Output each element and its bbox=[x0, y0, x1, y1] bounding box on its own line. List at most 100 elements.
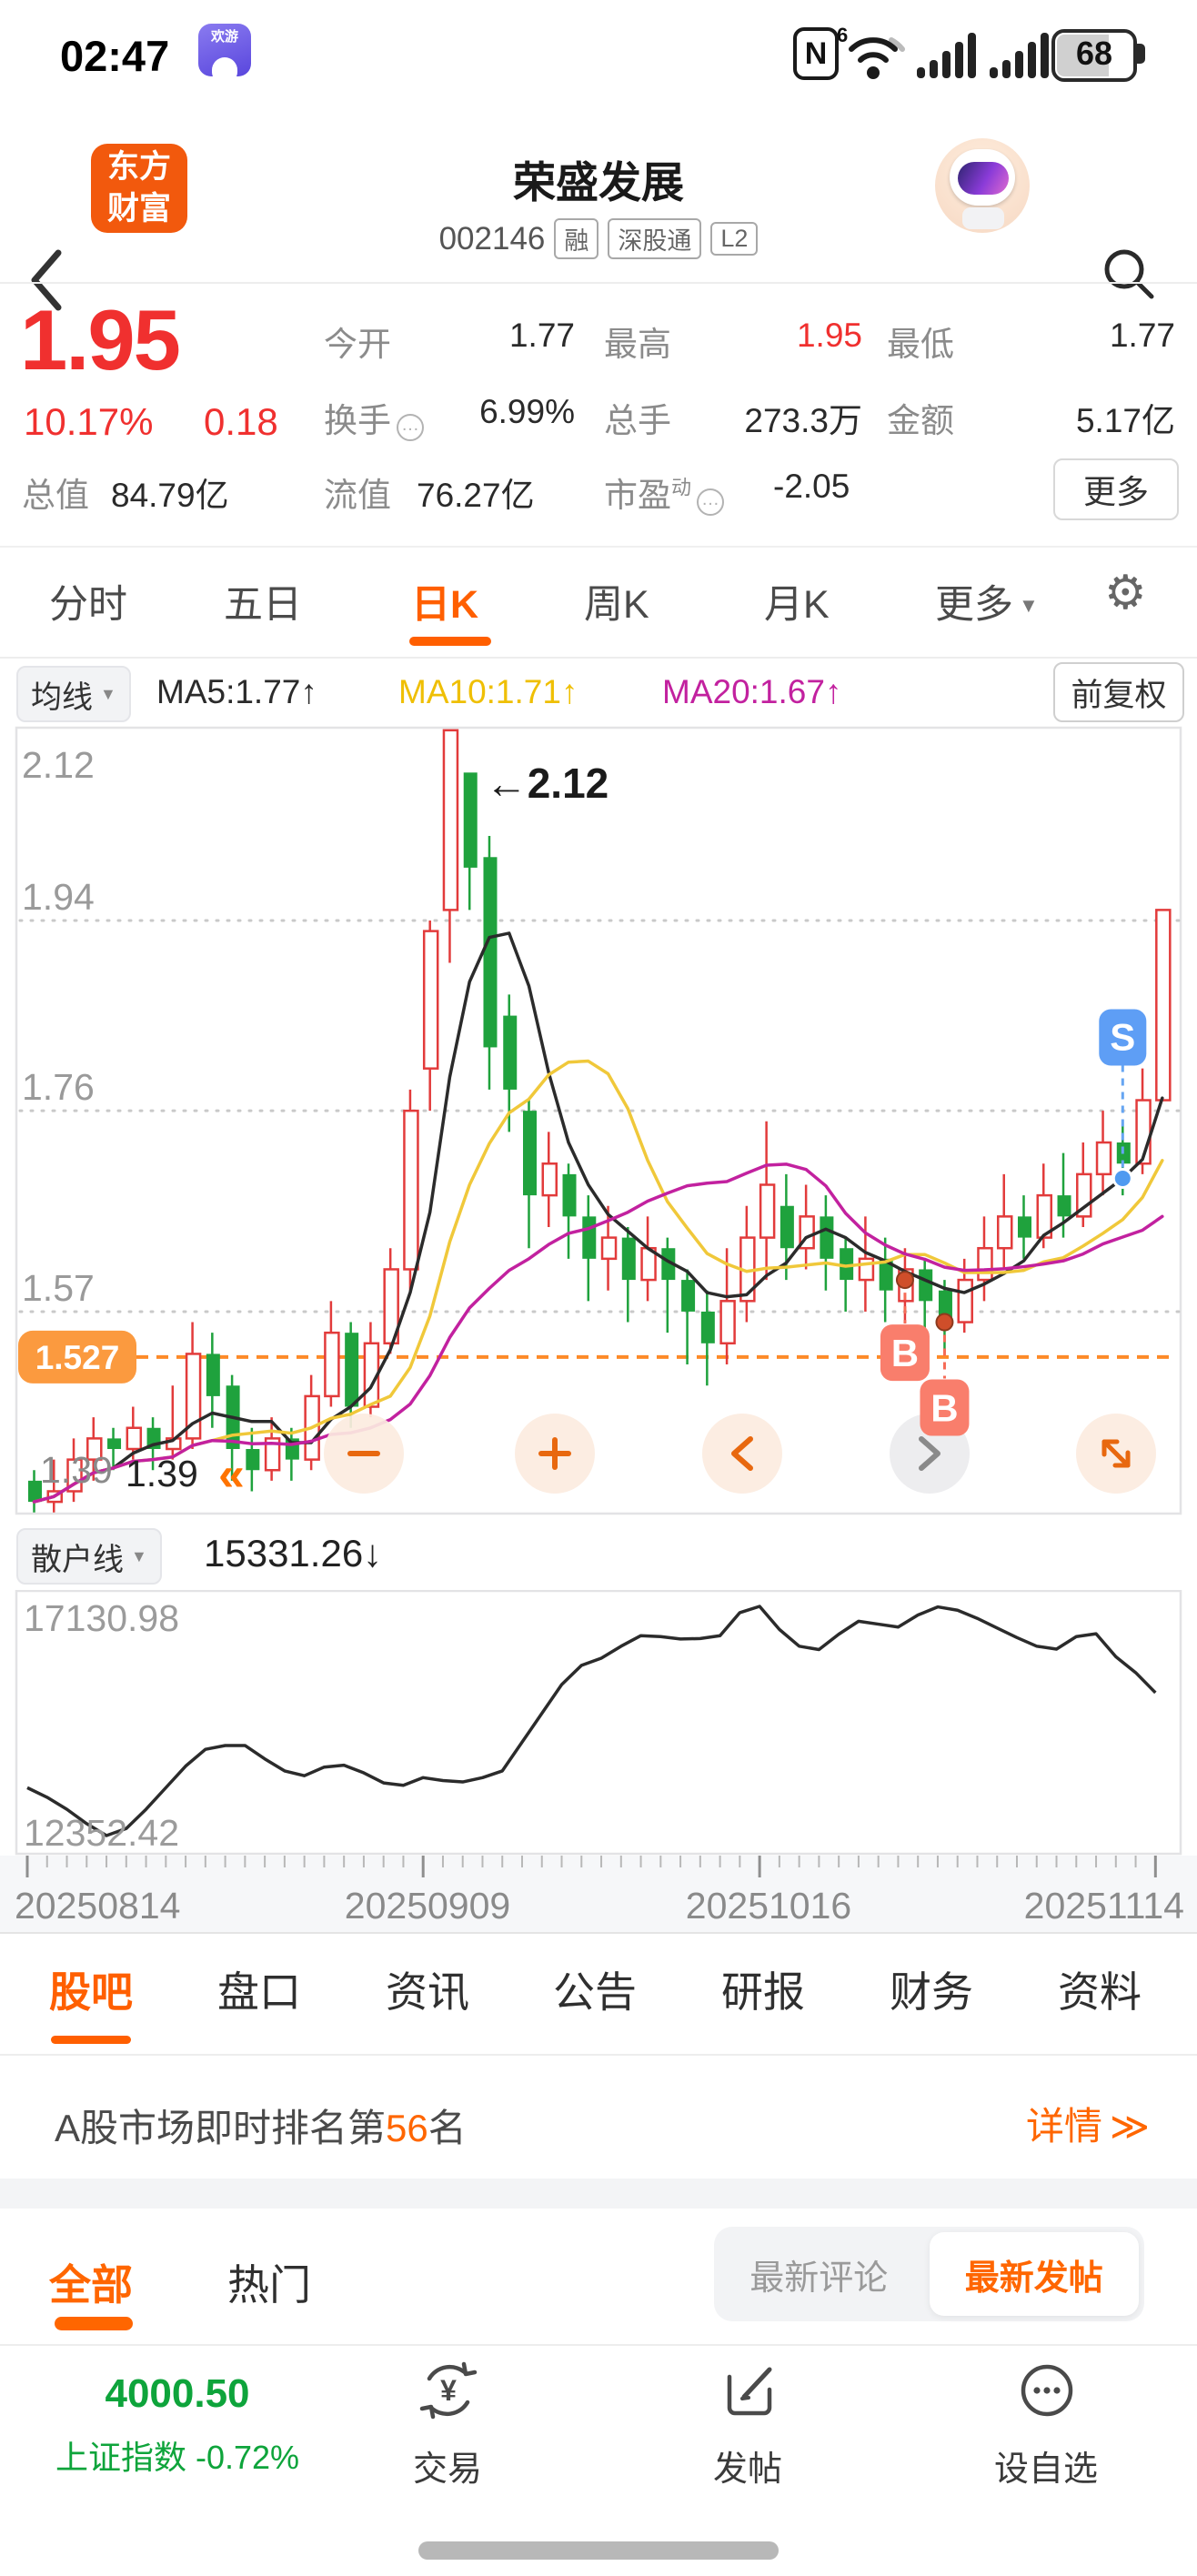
sub-chart[interactable] bbox=[0, 1590, 1197, 1856]
battery-level: 68 bbox=[1075, 35, 1113, 72]
svg-text:«: « bbox=[218, 1448, 245, 1501]
x-axis-ticks bbox=[25, 1856, 1157, 1877]
info-icon[interactable]: … bbox=[697, 488, 725, 516]
pe-label: 市盈动… bbox=[604, 468, 729, 517]
feed-tab-hot[interactable]: 热门 bbox=[227, 2261, 311, 2309]
chart-settings-gear-icon[interactable]: ⚙ bbox=[1104, 567, 1147, 619]
svg-text:B: B bbox=[930, 1387, 958, 1430]
mcap-value: 84.79亿 bbox=[111, 477, 229, 514]
sub-chart-min-label: 12352.42 bbox=[24, 1812, 180, 1854]
tab-research[interactable]: 研报 bbox=[721, 1968, 805, 2016]
more-button[interactable]: 更多 bbox=[1053, 458, 1179, 520]
tab-daily-k[interactable]: 日K bbox=[411, 583, 479, 627]
tab-announcements[interactable]: 公告 bbox=[553, 1968, 637, 2016]
feed-tab-all[interactable]: 全部 bbox=[49, 2261, 133, 2309]
info-icon[interactable]: … bbox=[397, 414, 424, 441]
mcap-label: 总值 bbox=[22, 477, 89, 514]
stock-code-row: 002146 融 深股通 L2 bbox=[0, 218, 1197, 259]
kline-chart[interactable]: 2.12 1.94 1.76 1.57 1.527 1.39 1.39 « ←2.12 BB S bbox=[0, 726, 1197, 1519]
back-button[interactable] bbox=[25, 247, 65, 313]
trade-icon: ¥ bbox=[419, 2361, 478, 2420]
sort-latest-comment[interactable]: 最新评论 bbox=[749, 2259, 889, 2298]
tab-news[interactable]: 资讯 bbox=[386, 1968, 469, 2016]
trade-button[interactable]: ¥ 交易 bbox=[357, 2346, 538, 2491]
x-axis-date: 20251016 bbox=[685, 1885, 852, 1927]
rank-detail-link[interactable]: 详情 ≫ bbox=[1026, 2105, 1150, 2148]
broker-logo: 东方 财富 bbox=[91, 144, 187, 233]
connect-tag: 深股通 bbox=[608, 218, 702, 259]
tab-financials[interactable]: 财务 bbox=[890, 1968, 973, 2016]
ma-legend-row: 均线 ▼ MA5:1.77↑ MA10:1.71↑ MA20:1.67↑ 前复权 bbox=[0, 659, 1197, 726]
turnover-value: 6.99% bbox=[479, 393, 575, 430]
svg-text:¥: ¥ bbox=[440, 2374, 457, 2407]
pe-value: -2.05 bbox=[773, 468, 850, 505]
double-chevron-right-icon: ≫ bbox=[1110, 2105, 1150, 2148]
svg-text:B: B bbox=[891, 1332, 919, 1374]
turnover-label: 换手… bbox=[324, 393, 429, 442]
sub-indicator-selector[interactable]: 散户线 ▼ bbox=[16, 1528, 162, 1585]
add-watchlist-button[interactable]: 设自选 bbox=[955, 2346, 1137, 2491]
index-quote[interactable]: 4000.50 上证指数 -0.72% bbox=[0, 2346, 355, 2491]
stock-code: 002146 bbox=[438, 220, 546, 257]
tab-weekly-k[interactable]: 周K bbox=[584, 583, 649, 627]
tab-guba[interactable]: 股吧 bbox=[49, 1968, 133, 2016]
change-percent: 10.17% bbox=[24, 400, 154, 443]
amount-value: 5.17亿 bbox=[1075, 402, 1175, 439]
ma20-legend: MA20:1.67↑ bbox=[662, 673, 842, 710]
fcap-value: 76.27亿 bbox=[417, 477, 535, 514]
rank-text-prefix: A股市场即时排名第 bbox=[55, 2107, 387, 2149]
index-value: 4000.50 bbox=[105, 2371, 250, 2416]
active-content-tab-underline bbox=[51, 2036, 131, 2044]
signal-bars-sim1-icon bbox=[917, 33, 976, 78]
rank-text-suffix: 名 bbox=[428, 2107, 467, 2149]
tab-profile[interactable]: 资料 bbox=[1058, 1968, 1142, 2016]
tab-5day[interactable]: 五日 bbox=[224, 583, 302, 627]
clock: 02:47 bbox=[60, 32, 170, 80]
svg-text:S: S bbox=[1110, 1016, 1135, 1059]
wifi-icon: 6 bbox=[837, 25, 905, 79]
sub-chart-max-label: 17130.98 bbox=[24, 1597, 180, 1639]
post-icon bbox=[727, 2367, 772, 2416]
app-badge-label: 欢游 bbox=[210, 29, 238, 45]
home-indicator[interactable] bbox=[418, 2541, 779, 2560]
level2-tag: L2 bbox=[710, 222, 759, 256]
adjust-mode-button[interactable]: 前复权 bbox=[1053, 662, 1184, 722]
index-change: -0.72% bbox=[195, 2439, 300, 2476]
post-button[interactable]: 发帖 bbox=[657, 2346, 839, 2491]
battery-icon: 68 bbox=[1051, 29, 1145, 82]
x-axis-date: 20250814 bbox=[15, 1885, 181, 1927]
volume-value: 273.3万 bbox=[744, 402, 862, 439]
feed-filter-row: 全部 热门 bbox=[0, 2209, 1197, 2344]
sub-indicator-value: 15331.26↓ bbox=[204, 1532, 383, 1575]
header: 东方 财富 荣盛发展 002146 融 深股通 L2 bbox=[0, 91, 1197, 311]
indicator-selector[interactable]: 均线 ▼ bbox=[16, 666, 131, 722]
svg-text:1.94: 1.94 bbox=[22, 876, 95, 918]
bottom-action-bar: 4000.50 上证指数 -0.72% ¥ 交易 发帖 设自选 bbox=[0, 2346, 1197, 2576]
sub-indicator-row: 散户线 ▼ 15331.26↓ bbox=[0, 1523, 1197, 1590]
x-axis-date: 20251114 bbox=[1023, 1885, 1184, 1927]
fcap-label: 流值 bbox=[324, 477, 391, 514]
ma5-legend: MA5:1.77↑ bbox=[156, 673, 317, 710]
section-separator bbox=[0, 2179, 1197, 2209]
tab-monthly-k[interactable]: 月K bbox=[764, 583, 830, 627]
watchlist-icon bbox=[1021, 2364, 1073, 2417]
assistant-avatar[interactable] bbox=[935, 138, 1030, 233]
status-bar: 02:47 欢游 N 6 68 bbox=[0, 0, 1197, 91]
volume-label: 总手 bbox=[604, 402, 671, 439]
sort-latest-post[interactable]: 最新发帖 bbox=[929, 2232, 1139, 2316]
high-label: 最高 bbox=[604, 326, 671, 363]
low-label: 最低 bbox=[887, 326, 954, 363]
tab-minute[interactable]: 分时 bbox=[49, 583, 127, 627]
tab-more[interactable]: 更多 ▼ bbox=[935, 583, 1039, 627]
rank-row[interactable]: A股市场即时排名第56名 详情 ≫ bbox=[0, 2054, 1197, 2179]
app-badge-icon: 欢游 bbox=[198, 24, 251, 76]
svg-text:6: 6 bbox=[837, 25, 848, 46]
tab-pankou[interactable]: 盘口 bbox=[217, 1968, 301, 2016]
search-icon[interactable] bbox=[1099, 244, 1159, 304]
chevron-down-icon: ▼ bbox=[1019, 594, 1039, 617]
x-axis-strip: 20250814 20250909 20251016 20251114 bbox=[0, 1856, 1197, 1934]
high-value: 1.95 bbox=[796, 317, 862, 354]
index-name: 上证指数 bbox=[55, 2439, 186, 2476]
amount-label: 金额 bbox=[887, 402, 954, 439]
svg-text:1.39: 1.39 bbox=[126, 1453, 198, 1494]
